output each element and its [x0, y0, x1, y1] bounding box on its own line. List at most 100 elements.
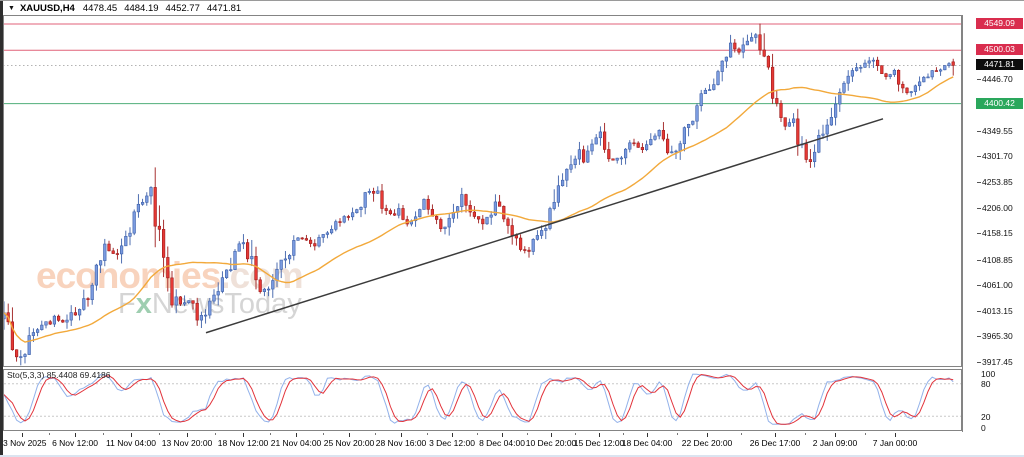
time-axis-tick [895, 433, 896, 437]
price-axis-separator [962, 15, 963, 432]
time-axis-minor-tick [805, 433, 806, 435]
time-axis-label: 18 Nov 12:00 [217, 438, 269, 448]
indicator-frame [3, 369, 962, 431]
chart-title-bar: ▼ XAUUSD,H4 4478.45 4484.19 4452.77 4471… [3, 1, 964, 15]
price-axis-label: 4013.15 [982, 306, 1013, 316]
time-axis-tick [187, 433, 188, 437]
price-axis-tick [977, 285, 981, 286]
price-axis-tick [977, 156, 981, 157]
time-axis-minor-tick [159, 433, 160, 435]
stochastic-label: Sto(5,3,3) 85.4408 69.4186 [7, 370, 111, 380]
price-axis-tick [977, 131, 981, 132]
stochastic-scale-label: 0 [981, 423, 986, 433]
time-axis-tick [551, 433, 552, 437]
stochastic-scale-label: 100 [981, 369, 996, 379]
price-axis-tick [977, 311, 981, 312]
time-axis-minor-tick [215, 433, 216, 435]
time-axis-minor-tick [477, 433, 478, 435]
price-level-badge-current: 4471.81 [976, 59, 1023, 70]
time-axis-minor-tick [375, 433, 376, 435]
price-level-badge-resistance: 4500.03 [976, 44, 1023, 55]
stochastic-values: 85.4408 69.4186 [46, 370, 111, 380]
price-axis-label: 4206.00 [982, 203, 1013, 213]
time-axis-label: 28 Nov 16:00 [375, 438, 427, 448]
time-axis-tick [707, 433, 708, 437]
time-axis-tick [647, 433, 648, 437]
time-axis-label: 13 Nov 20:00 [161, 438, 213, 448]
price-axis-label: 4349.55 [982, 126, 1013, 136]
time-axis-label: 2 Jan 09:00 [812, 438, 858, 448]
window-left-edge [0, 1, 3, 455]
symbol-dropdown-icon[interactable]: ▼ [8, 4, 15, 12]
price-axis-tick [977, 336, 981, 337]
stochastic-name: Sto(5,3,3) [7, 370, 45, 380]
time-axis-label: 10 Dec 20:00 [525, 438, 577, 448]
symbol-timeframe: XAUUSD,H4 [19, 2, 75, 14]
time-axis-tick [243, 433, 244, 437]
time-axis-tick [75, 433, 76, 437]
price-axis-label: 4108.85 [982, 255, 1013, 265]
time-axis-tick [599, 433, 600, 437]
time-axis-minor-tick [527, 433, 528, 435]
time-axis-tick [502, 433, 503, 437]
time-axis-label: 3 Dec 12:00 [429, 438, 475, 448]
watermark-brand-text: economies [36, 255, 221, 296]
price-axis-tick [977, 182, 981, 183]
time-axis-label: 11 Nov 04:00 [106, 438, 156, 448]
ohlc-close: 4471.81 [206, 2, 242, 14]
time-axis-label: 26 Dec 17:00 [749, 438, 801, 448]
moving-average-line [3, 76, 954, 343]
time-axis-tick [22, 433, 23, 437]
time-axis-tick [349, 433, 350, 437]
time-axis-minor-tick [677, 433, 678, 435]
stochastic-main-line [3, 373, 954, 426]
time-axis-label: 15 Dec 12:00 [573, 438, 625, 448]
time-axis-minor-tick [865, 433, 866, 435]
price-axis-label: 4301.70 [982, 151, 1013, 161]
price-axis-label: 3965.30 [982, 331, 1013, 341]
time-axis-label: 7 Jan 00:00 [872, 438, 918, 448]
time-axis-label: 6 Nov 12:00 [52, 438, 98, 448]
price-axis-tick [977, 233, 981, 234]
ohlc-high: 4484.19 [124, 2, 159, 14]
time-axis-tick [452, 433, 453, 437]
time-axis-tick [401, 433, 402, 437]
time-axis-minor-tick [270, 433, 271, 435]
time-axis-minor-tick [623, 433, 624, 435]
stochastic-scale-label: 20 [981, 412, 991, 422]
time-axis-minor-tick [741, 433, 742, 435]
watermark-x-logo-icon: x [135, 288, 152, 320]
time-axis-tick [835, 433, 836, 437]
time-axis-label: 21 Nov 04:00 [270, 438, 322, 448]
time-axis-minor-tick [427, 433, 428, 435]
time-axis-tick [131, 433, 132, 437]
price-level-badge-resistance: 4549.09 [976, 18, 1023, 29]
price-axis-tick [977, 79, 981, 80]
price-chart-canvas[interactable] [3, 15, 962, 367]
price-axis-label: 4061.00 [982, 280, 1013, 290]
price-axis-label: 4158.15 [982, 228, 1013, 238]
trendline [205, 118, 884, 334]
price-axis-tick [977, 362, 981, 363]
time-axis-label: 22 Dec 20:00 [681, 438, 733, 448]
time-axis-minor-tick [323, 433, 324, 435]
time-axis-tick [296, 433, 297, 437]
time-axis-label: 18 Dec 04:00 [621, 438, 673, 448]
price-axis-label: 4253.85 [982, 177, 1013, 187]
stochastic-signal-line [3, 374, 954, 425]
stochastic-pane-canvas[interactable] [3, 369, 962, 431]
time-axis-minor-tick [575, 433, 576, 435]
time-axis-label: 3 Nov 2025 [3, 438, 47, 448]
time-axis-minor-tick [103, 433, 104, 435]
price-axis-tick [977, 208, 981, 209]
ohlc-low: 4452.77 [165, 2, 200, 14]
price-axis-tick [977, 260, 981, 261]
chart-frame [3, 15, 962, 367]
time-axis-minor-tick [49, 433, 50, 435]
time-axis-label: 25 Nov 20:00 [323, 438, 375, 448]
price-axis-label: 4446.70 [982, 74, 1013, 84]
ohlc-open: 4478.45 [82, 2, 118, 14]
price-level-badge-support: 4400.42 [976, 98, 1023, 109]
time-axis-tick [775, 433, 776, 437]
